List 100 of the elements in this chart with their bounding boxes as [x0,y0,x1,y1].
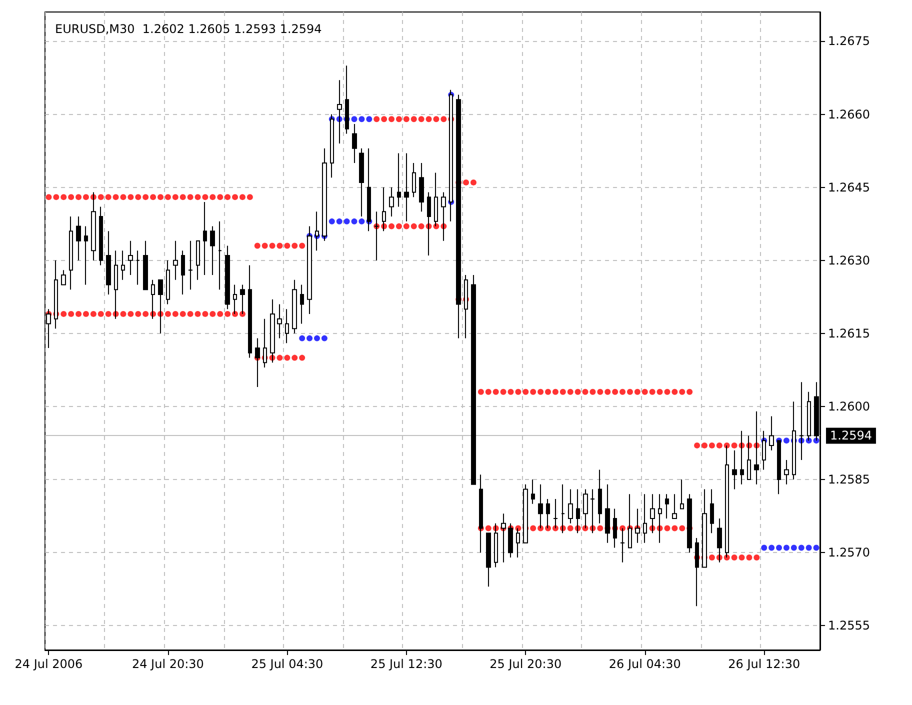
point [761,544,768,551]
candlestick [710,488,714,534]
candlestick [665,494,669,520]
point [813,544,820,551]
candlestick [292,279,297,334]
candlestick [359,148,364,218]
candlestick [84,226,88,286]
candlestick [225,245,230,310]
candlestick [121,250,125,280]
candlestick [598,469,602,524]
candlestick [732,450,737,490]
candlestick [643,494,647,544]
candlestick [352,124,357,164]
candlestick [382,186,386,232]
y-tick-label: 1.2555 [828,618,870,633]
candlestick [69,216,73,290]
candlestick [61,270,66,286]
candlestick [99,206,103,266]
candlestick [427,192,431,256]
x-tick-label: 26 Jul 12:30 [728,657,800,671]
candlestick [494,522,498,568]
point [351,218,358,224]
candlestick [479,474,483,554]
candlestick [367,148,371,232]
candlestick [449,89,453,222]
point [798,544,804,551]
candlestick [203,201,207,276]
candlestick [695,537,699,607]
point [314,335,320,342]
candlestick [568,488,573,524]
candlestick [389,186,394,218]
y-tick-label: 1.2630 [828,253,870,268]
candlestick [680,479,684,510]
candlestick [784,460,789,485]
candlestick [628,494,632,548]
candlestick [412,162,416,198]
candlestick [613,508,617,548]
candlestick [128,240,133,276]
candlestick [54,260,58,330]
x-tick-label: 25 Jul 12:30 [370,657,442,671]
candlestick [345,65,349,134]
point [328,218,335,224]
candlestick [486,532,491,588]
candlestick [263,318,267,368]
x-tick-label: 25 Jul 20:30 [490,657,562,671]
y-tick-label: 1.2675 [828,34,870,48]
candlestick [397,152,401,208]
candlestick [151,279,155,320]
candlestick [330,114,334,178]
point [336,218,342,224]
y-tick-label: 1.2660 [828,107,870,122]
candlestick [561,484,565,534]
candlestick [106,230,111,295]
candlestick [181,250,185,295]
y-tick-label: 1.2570 [828,546,870,560]
point [790,544,797,551]
candlestick [188,240,193,290]
point [299,335,306,342]
y-tick-label: 1.2585 [828,472,870,487]
ref-line-label: 1.2594 [830,428,872,443]
point [783,544,790,551]
point [783,438,790,444]
candlestick [277,304,282,339]
y-tick-label: 1.2600 [828,399,870,414]
candlestick [143,240,148,290]
candlestick [173,240,178,280]
y-tick-label: 1.2615 [828,326,870,340]
y-tick-label: 1.2645 [828,180,870,194]
point [351,116,358,122]
point [768,544,775,551]
candlestick [248,264,252,358]
candlestick [531,479,535,504]
candlestick [747,435,751,480]
candlestick [210,226,215,276]
candlestick [196,240,200,280]
candlestick [471,274,476,485]
point [358,116,365,122]
candlestick [792,401,796,480]
candlestick [300,284,304,324]
x-tick-label: 24 Jul 20:30 [132,657,204,671]
point [321,335,328,342]
candlestick [114,250,118,320]
point [806,544,812,551]
text: EURUSD,M30 1.2602 1.2605 1.2593 1.2594 [55,22,322,36]
candlestick [576,488,580,534]
candlestick [464,274,468,339]
x-tick-label: 24 Jul 2006 [14,657,83,671]
candlestick [166,260,170,305]
candlestick [762,430,766,470]
candlestick [285,308,289,344]
point [306,335,313,342]
candlestick [769,416,774,451]
point [344,218,350,224]
point [776,544,782,551]
candlestick [672,494,677,520]
x-tick-label: 26 Jul 04:30 [608,657,681,671]
candlestick [136,250,140,286]
candlestick [740,430,744,485]
candlestick [76,216,81,261]
candlestick [658,494,662,544]
